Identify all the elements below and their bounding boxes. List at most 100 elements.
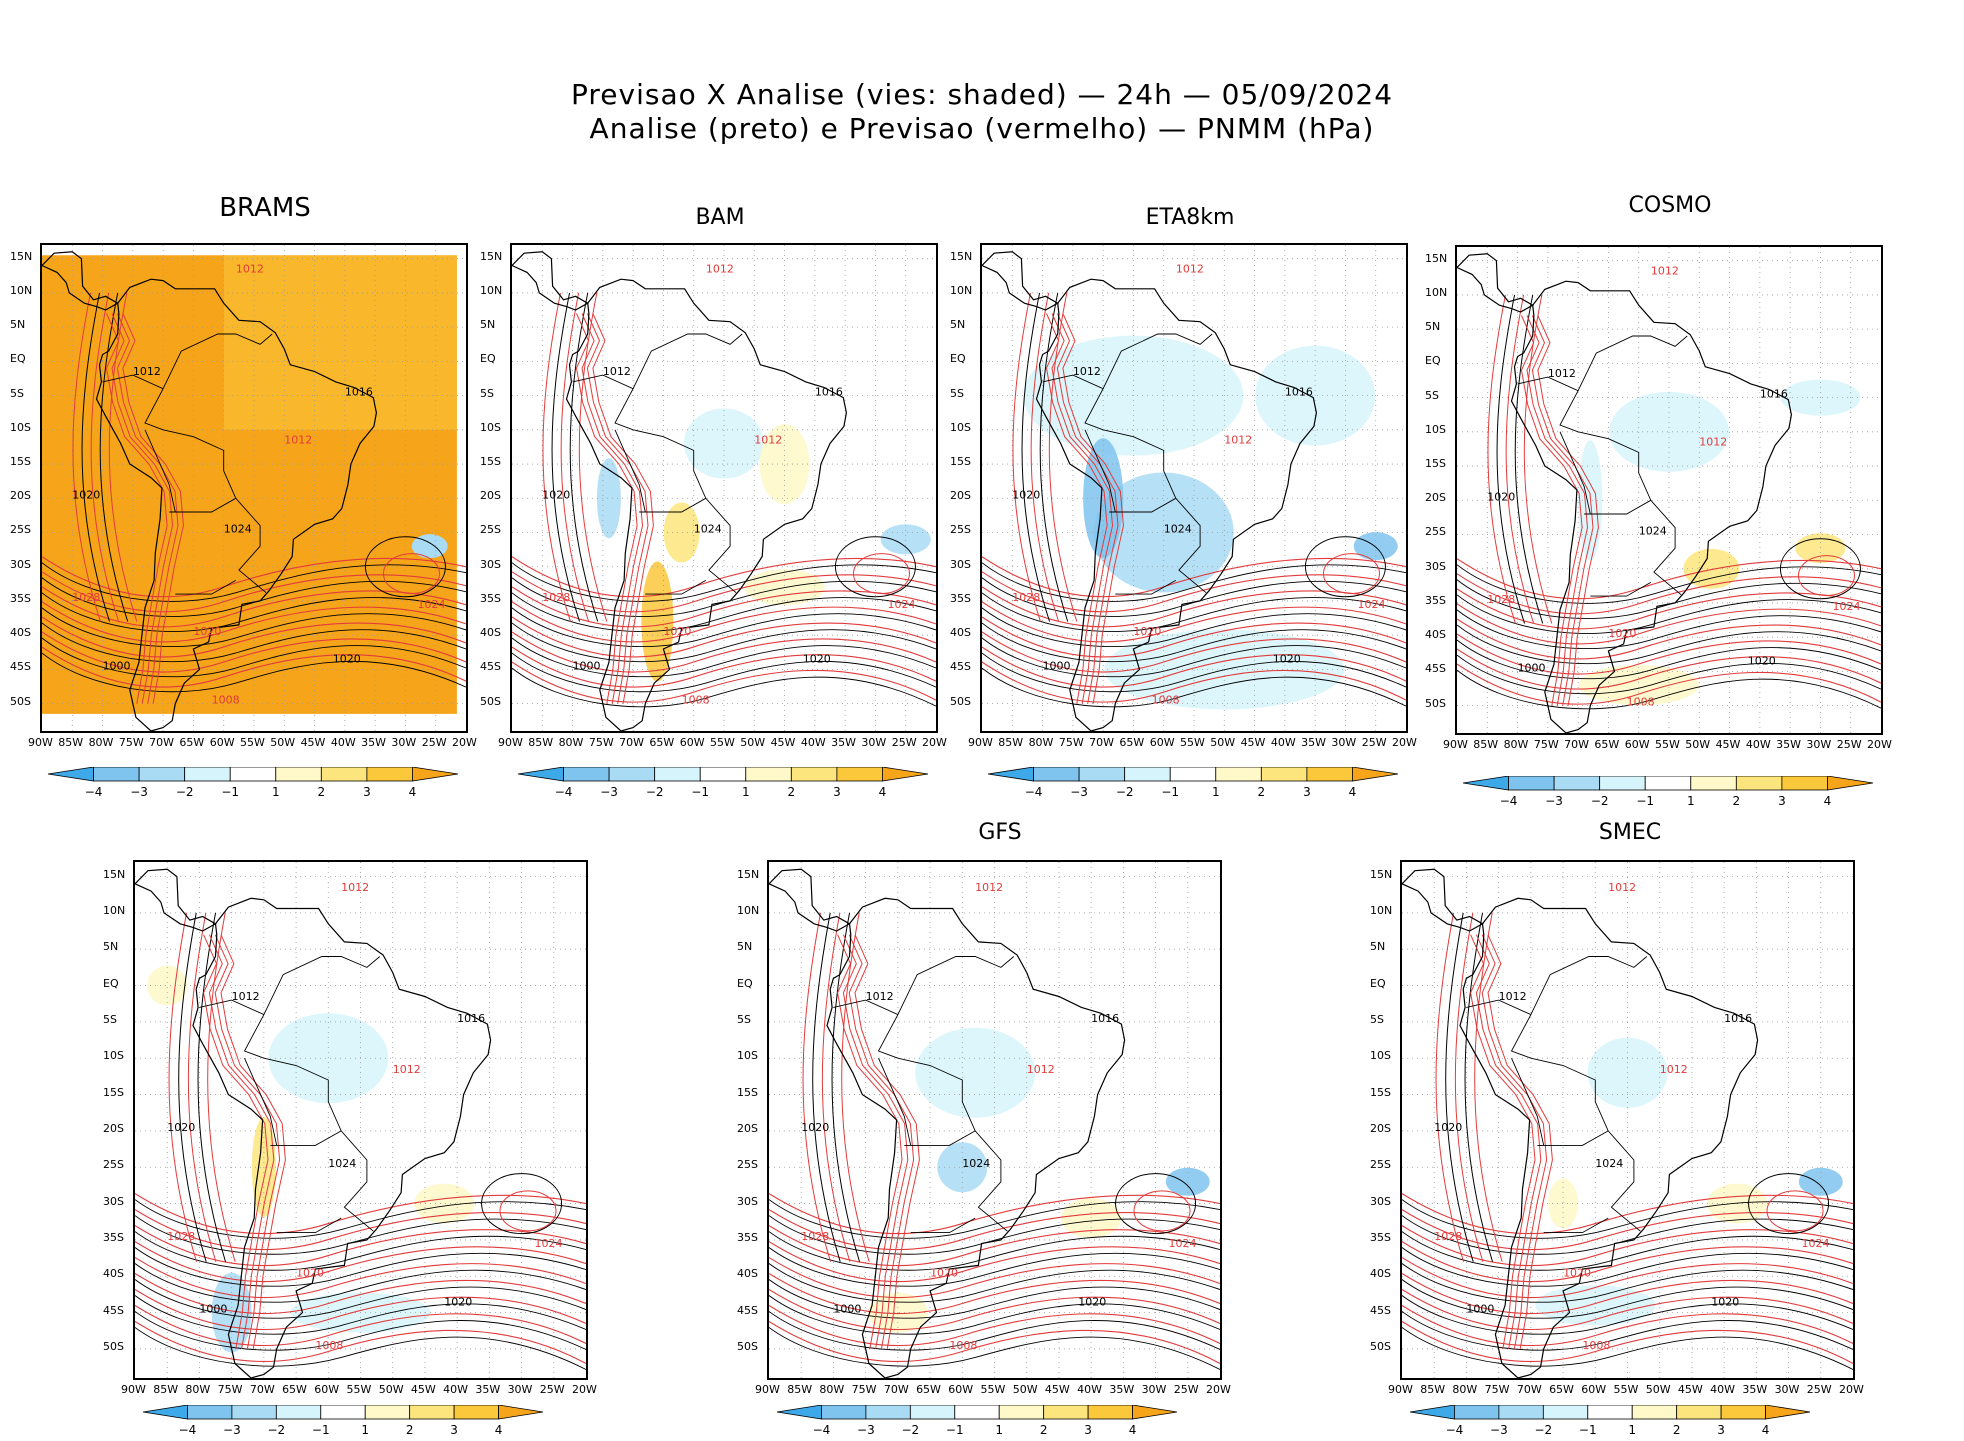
analysis-isobar xyxy=(1457,654,1881,695)
contour-label: 1024 xyxy=(1164,522,1192,535)
lon-tick-label: 85W xyxy=(528,736,554,749)
contour-label: 1024 xyxy=(534,1237,562,1250)
lon-tick-label: 35W xyxy=(831,736,857,749)
lat-tick-label: 5N xyxy=(950,318,966,332)
coastline-central-america xyxy=(982,251,1059,311)
colorbar-segment xyxy=(1215,767,1262,782)
country-border xyxy=(1584,499,1652,515)
forecast-isobar xyxy=(1402,1273,1853,1315)
lat-tick-label: 15S xyxy=(1370,1085,1391,1099)
lon-tick-label: 45W xyxy=(1240,736,1266,749)
lon-tick-label: 50W xyxy=(740,736,766,749)
colorbar-tick-label: −2 xyxy=(176,785,194,799)
country-border xyxy=(645,580,707,595)
pacific-isobar xyxy=(569,292,599,622)
colorbar-segment xyxy=(517,767,564,782)
pacific-isobar xyxy=(72,292,101,622)
lon-tick-label: 40W xyxy=(1077,1383,1103,1396)
lon-tick-label: 55W xyxy=(240,736,265,749)
lat-tick-label: 40S xyxy=(1370,1267,1391,1281)
bias-shading-patch xyxy=(1683,548,1740,589)
colorbar-segment xyxy=(1690,776,1737,791)
analysis-isobar xyxy=(512,592,936,632)
lat-tick-label: 25S xyxy=(480,523,501,537)
colorbar-tick-label: −3 xyxy=(600,785,618,799)
lon-tick-label: 80W xyxy=(1028,736,1054,749)
contour-label: 1012 xyxy=(1608,881,1636,894)
lon-tick-label: 30W xyxy=(1331,736,1357,749)
contour-label: 1028 xyxy=(801,1230,829,1243)
coastline-central-america xyxy=(135,868,217,932)
analysis-isobar xyxy=(1402,1231,1853,1271)
lon-tick-label: 60W xyxy=(1624,738,1650,751)
analysis-isobar xyxy=(135,1279,586,1319)
lon-tick-label: 40W xyxy=(1710,1383,1736,1396)
lon-tick-label: 45W xyxy=(1677,1383,1703,1396)
analysis-isobar xyxy=(1402,1295,1853,1335)
coastline-south-america xyxy=(192,897,492,1378)
andes-forecast-contour xyxy=(122,313,184,704)
forecast-isobar xyxy=(135,1193,586,1235)
contour-label: 1000 xyxy=(833,1303,861,1316)
bias-shading-patch xyxy=(1093,472,1234,593)
lon-tick-label: 85W xyxy=(998,736,1024,749)
lat-tick-label: 5S xyxy=(1425,388,1439,402)
lat-tick-label: 40S xyxy=(950,626,971,640)
country-border xyxy=(632,333,743,389)
lat-tick-label: 5N xyxy=(103,940,119,954)
lon-tick-label: 65W xyxy=(1549,1383,1574,1396)
contour-label: 1024 xyxy=(888,598,916,611)
forecast-isobar xyxy=(512,631,936,673)
colorbar-segment xyxy=(745,767,792,782)
contour-label: 1020 xyxy=(1748,655,1776,668)
colorbar-segment xyxy=(1462,776,1509,791)
colorbar-tick-label: 1 xyxy=(361,1423,369,1437)
forecast-isobar xyxy=(1402,1321,1853,1364)
lon-tick-label: 25W xyxy=(891,736,917,749)
lon-tick-label: 90W xyxy=(1443,738,1468,751)
contour-label: 1024 xyxy=(418,598,446,611)
lon-tick-label: 90W xyxy=(755,1383,780,1396)
atlantic-high-isobar xyxy=(364,536,446,598)
contour-label: 1020 xyxy=(1012,488,1040,501)
forecast-isobar xyxy=(769,1289,1220,1331)
map-bam: 1000 1008 1020 1024 1024 1012 1012 1012 1020 1028… xyxy=(510,243,938,733)
contour-label: 1020 xyxy=(444,1295,472,1308)
forecast-isobar xyxy=(982,586,1406,628)
colorbar: −4 −3 −2 −1 1 2 3 4 xyxy=(517,767,929,799)
colorbar-tick-label: −2 xyxy=(1534,1423,1552,1437)
colorbar-tick-label: −2 xyxy=(1591,794,1609,808)
analysis-isobar xyxy=(135,1263,586,1303)
atlantic-high-isobar xyxy=(1304,536,1386,598)
colorbar-segment xyxy=(93,767,140,782)
analysis-isobar xyxy=(769,1215,1220,1255)
pacific-isobar xyxy=(560,292,590,622)
atlantic-high-isobar xyxy=(1797,555,1855,597)
colorbar-tick-label: −4 xyxy=(179,1423,197,1437)
lat-tick-label: 30S xyxy=(480,557,501,571)
lat-tick-label: 15N xyxy=(1425,251,1448,265)
pacific-isobar xyxy=(81,292,111,622)
pacific-isobar xyxy=(1445,912,1474,1262)
colorbar-segment xyxy=(1720,1405,1766,1420)
colorbar-tick-label: 3 xyxy=(450,1423,458,1437)
pacific-isobar xyxy=(1474,912,1503,1262)
country-border xyxy=(1578,431,1682,596)
andes-forecast-contour xyxy=(1481,934,1548,1349)
lon-tick-label: 75W xyxy=(588,736,614,749)
forecast-isobar xyxy=(769,1321,1220,1364)
pacific-isobar xyxy=(168,912,198,1262)
colorbar-segment xyxy=(821,1405,867,1420)
pacific-isobar xyxy=(551,292,581,622)
colorbar-tick-label: 3 xyxy=(1778,794,1786,808)
contour-label: 1012 xyxy=(284,434,312,447)
country-border xyxy=(833,999,899,1059)
country-border xyxy=(263,956,381,1015)
lon-tick-label: 20W xyxy=(572,1383,597,1396)
colorbar-segment xyxy=(1587,1405,1633,1420)
analysis-isobar xyxy=(982,577,1406,617)
bias-shading-patch xyxy=(147,965,188,1006)
lat-tick-label: 25S xyxy=(737,1158,758,1172)
lon-tick-label: 25W xyxy=(1836,738,1862,751)
colorbar-segment xyxy=(1644,776,1692,791)
